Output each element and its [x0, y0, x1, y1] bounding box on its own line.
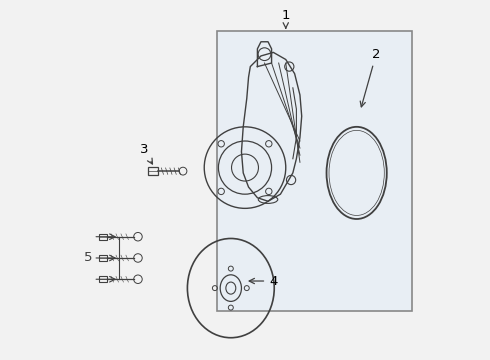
Bar	[148, 167, 158, 175]
Text: 3: 3	[140, 143, 152, 164]
Text: 5: 5	[84, 252, 93, 265]
Bar	[99, 276, 107, 283]
Bar	[99, 234, 107, 240]
Text: 1: 1	[282, 9, 290, 28]
Bar	[99, 255, 107, 261]
Text: 2: 2	[360, 48, 380, 107]
FancyBboxPatch shape	[217, 31, 412, 311]
Text: 4: 4	[249, 275, 277, 288]
